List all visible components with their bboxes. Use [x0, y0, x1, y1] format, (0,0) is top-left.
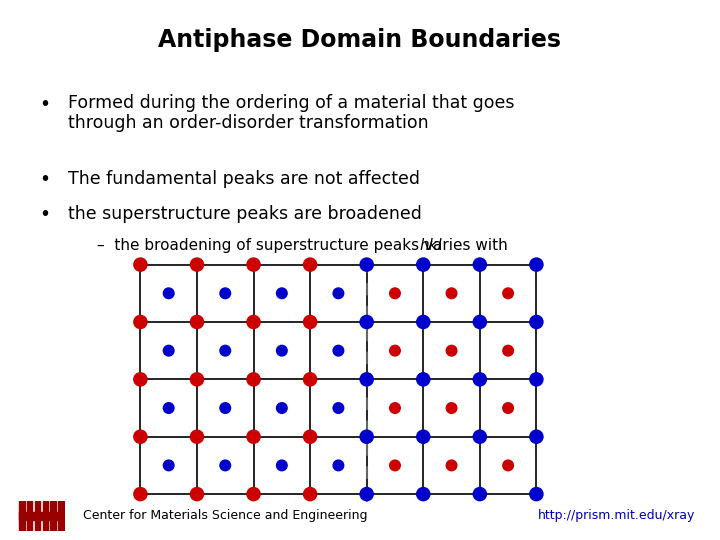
Point	[418, 318, 429, 326]
Point	[418, 375, 429, 383]
Point	[418, 490, 429, 498]
Point	[276, 346, 287, 355]
Point	[248, 490, 259, 498]
Point	[474, 433, 485, 441]
Point	[192, 260, 203, 269]
Text: Center for Materials Science and Engineering: Center for Materials Science and Enginee…	[83, 509, 367, 522]
Point	[361, 433, 372, 441]
Point	[163, 404, 174, 413]
Point	[418, 433, 429, 441]
Point	[220, 289, 231, 298]
Point	[333, 404, 344, 413]
Bar	[58, 501, 63, 531]
Point	[503, 461, 514, 470]
Point	[248, 318, 259, 326]
Point	[248, 375, 259, 383]
Point	[531, 433, 542, 441]
Bar	[27, 501, 32, 531]
Point	[474, 318, 485, 326]
Point	[333, 346, 344, 355]
Point	[503, 289, 514, 298]
Point	[531, 318, 542, 326]
Point	[305, 375, 316, 383]
Point	[305, 318, 316, 326]
Point	[135, 375, 146, 383]
Bar	[42, 501, 48, 531]
Point	[390, 461, 401, 470]
Text: –  the broadening of superstructure peaks varies with: – the broadening of superstructure peaks…	[97, 238, 513, 253]
Point	[192, 433, 203, 441]
Bar	[19, 512, 63, 519]
Point	[361, 490, 372, 498]
Point	[390, 289, 401, 298]
Text: •: •	[40, 170, 50, 189]
Point	[361, 375, 372, 383]
Point	[163, 461, 174, 470]
Text: The fundamental peaks are not affected: The fundamental peaks are not affected	[68, 170, 420, 188]
Point	[531, 490, 542, 498]
Point	[390, 404, 401, 413]
Point	[192, 490, 203, 498]
Point	[276, 461, 287, 470]
Point	[531, 375, 542, 383]
Point	[192, 318, 203, 326]
Point	[135, 318, 146, 326]
Point	[474, 490, 485, 498]
Point	[446, 289, 457, 298]
Point	[248, 260, 259, 269]
Point	[446, 404, 457, 413]
Bar	[35, 501, 40, 531]
Point	[333, 289, 344, 298]
Point	[503, 404, 514, 413]
Point	[474, 260, 485, 269]
Text: the superstructure peaks are broadened: the superstructure peaks are broadened	[68, 205, 422, 223]
Text: through an order-disorder transformation: through an order-disorder transformation	[68, 114, 429, 132]
Text: http://prism.mit.edu/xray: http://prism.mit.edu/xray	[537, 509, 695, 522]
Point	[333, 461, 344, 470]
Point	[135, 433, 146, 441]
Point	[135, 490, 146, 498]
Point	[135, 260, 146, 269]
Point	[305, 260, 316, 269]
Point	[361, 260, 372, 269]
Text: Formed during the ordering of a material that goes: Formed during the ordering of a material…	[68, 94, 515, 112]
Text: •: •	[40, 94, 50, 113]
Point	[248, 433, 259, 441]
Bar	[50, 501, 56, 531]
Point	[446, 461, 457, 470]
Point	[361, 318, 372, 326]
Point	[418, 260, 429, 269]
Point	[503, 346, 514, 355]
Point	[276, 289, 287, 298]
Text: hkl: hkl	[419, 238, 442, 253]
Point	[390, 346, 401, 355]
Text: •: •	[40, 205, 50, 224]
Point	[192, 375, 203, 383]
Point	[531, 260, 542, 269]
Point	[305, 490, 316, 498]
Point	[446, 346, 457, 355]
Point	[474, 375, 485, 383]
Point	[163, 346, 174, 355]
Point	[163, 289, 174, 298]
Point	[305, 433, 316, 441]
Point	[276, 404, 287, 413]
Point	[220, 346, 231, 355]
Point	[220, 404, 231, 413]
Bar	[19, 501, 24, 531]
Text: Antiphase Domain Boundaries: Antiphase Domain Boundaries	[158, 29, 562, 52]
Point	[220, 461, 231, 470]
